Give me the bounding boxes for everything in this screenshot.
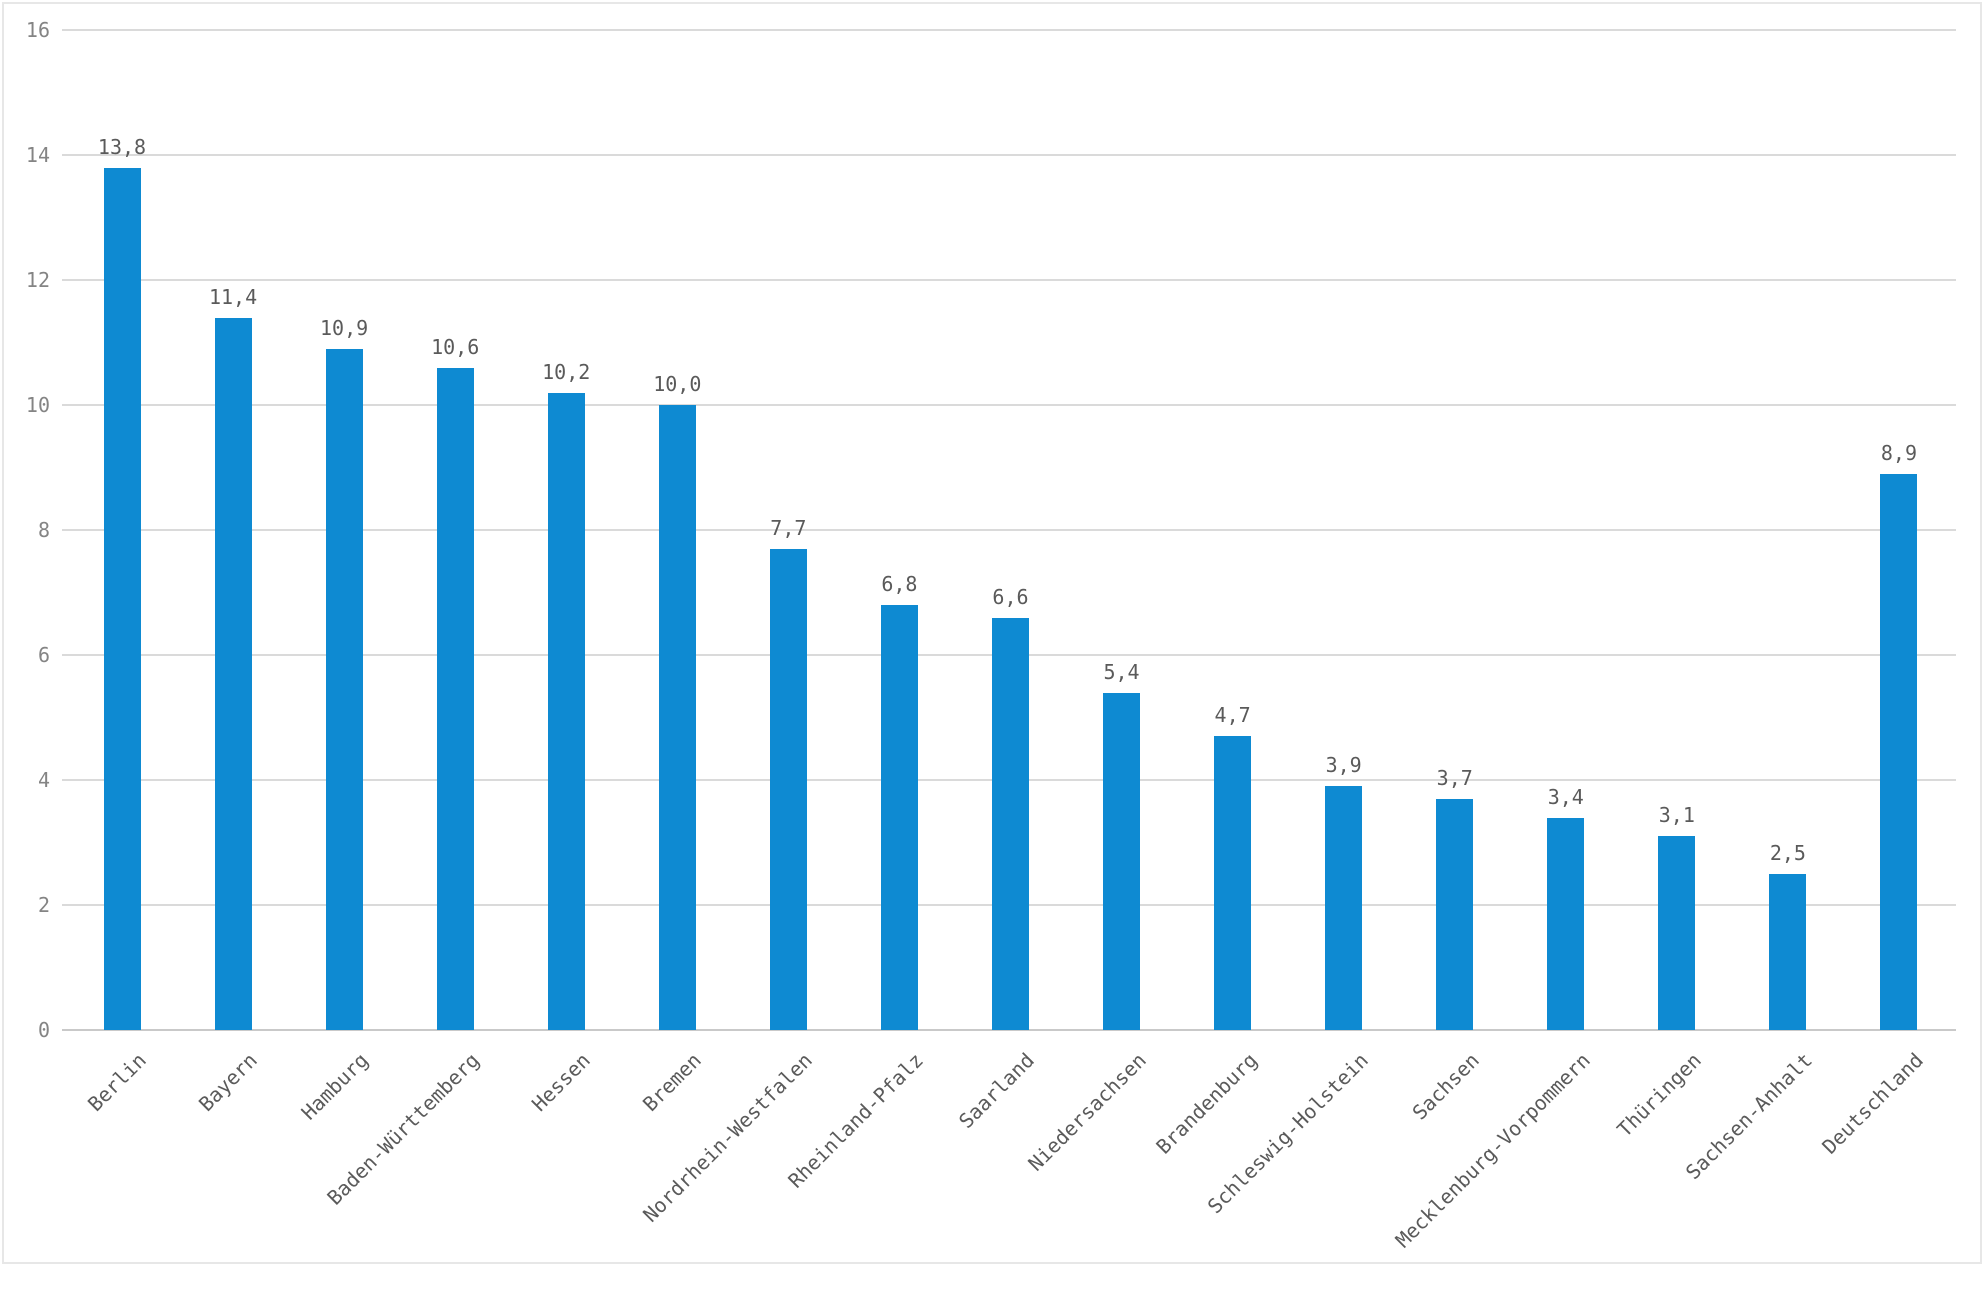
bar	[547, 392, 585, 1030]
bar-value-label: 6,8	[881, 572, 918, 596]
x-axis-category-label: Thüringen	[1612, 1048, 1706, 1142]
x-axis-category-label: Sachsen-Anhalt	[1680, 1048, 1817, 1185]
bar	[1880, 473, 1918, 1030]
bar	[436, 367, 474, 1030]
gridline	[62, 404, 1956, 406]
y-axis-tick-label: 0	[37, 1018, 50, 1042]
gridline	[62, 29, 1956, 31]
bar-value-label: 8,9	[1880, 440, 1918, 465]
bar-value-label: 10,0	[653, 372, 702, 396]
x-axis-category-label: Niedersachsen	[1022, 1048, 1151, 1176]
bar-value-label: 3,9	[1325, 753, 1362, 778]
bar	[1658, 836, 1696, 1030]
bar	[1325, 786, 1363, 1030]
x-axis-category-label: Deutschland	[1817, 1048, 1928, 1159]
bar	[1547, 817, 1585, 1030]
y-axis-tick-label: 6	[37, 643, 50, 667]
bar	[658, 405, 696, 1030]
bar-value-label: 10,2	[542, 359, 591, 384]
x-axis-category-label: Nordrhein-Westfalen	[638, 1048, 818, 1227]
y-axis-tick-label: 2	[37, 893, 50, 917]
bar	[991, 617, 1029, 1030]
bar-value-label: 2,5	[1769, 840, 1806, 865]
bar	[103, 167, 141, 1030]
bar-value-label: 11,4	[208, 284, 258, 309]
x-axis-category-label: Hessen	[527, 1048, 596, 1117]
bar	[1769, 873, 1807, 1030]
x-axis-category-label: Saarland	[954, 1048, 1040, 1134]
gridline	[62, 529, 1956, 531]
bar-value-label: 3,1	[1658, 803, 1695, 828]
bar	[880, 605, 918, 1030]
x-axis-category-label: Rheinland-Pfalz	[783, 1048, 929, 1193]
bar-value-label: 10,9	[320, 315, 369, 340]
bar	[325, 348, 363, 1030]
bar	[1436, 798, 1474, 1030]
x-axis-category-label: Baden-Württemberg	[322, 1048, 485, 1210]
x-axis-category-label: Brandenburg	[1150, 1048, 1262, 1159]
bar	[769, 548, 807, 1030]
x-axis-category-label: Bayern	[193, 1048, 263, 1117]
chart-frame: 0 2 4 6 8 10 12 14 16 13,8 Berlin 11,4 Bayern 10,9 Ham…	[2, 2, 1982, 1264]
bar-value-label: 4,7	[1214, 703, 1251, 728]
y-axis-tick-label: 14	[25, 143, 50, 167]
bar	[214, 317, 252, 1030]
x-axis-category-label: Bremen	[638, 1048, 707, 1117]
gridline	[62, 279, 1956, 281]
y-axis-tick-label: 4	[37, 768, 50, 792]
bar-value-label: 13,8	[97, 134, 147, 159]
bar-value-label: 7,7	[770, 515, 807, 540]
bar-value-label: 10,6	[431, 334, 480, 359]
x-axis-line	[62, 1029, 1956, 1031]
bar-value-label: 6,6	[992, 584, 1029, 609]
y-axis-tick-label: 12	[25, 268, 50, 292]
bar-value-label: 3,7	[1436, 765, 1473, 790]
x-axis-category-label: Hamburg	[296, 1048, 374, 1125]
x-axis-category-label: Schleswig-Holstein	[1202, 1048, 1373, 1219]
bar	[1103, 692, 1141, 1030]
gridline	[62, 154, 1956, 156]
y-axis-tick-label: 10	[25, 393, 50, 417]
bar-chart-plot-area: 0 2 4 6 8 10 12 14 16 13,8 Berlin 11,4 Bayern 10,9 Ham…	[4, 4, 1980, 1262]
y-axis-tick-label: 16	[25, 18, 50, 42]
y-axis-tick-label: 8	[37, 518, 50, 542]
x-axis-category-label: Mecklenburg-Vorpommern	[1390, 1048, 1595, 1253]
x-axis-category-label: Sachsen	[1407, 1048, 1484, 1125]
bar-value-label: 3,4	[1547, 784, 1584, 809]
bar-value-label: 5,4	[1103, 659, 1140, 684]
bar	[1214, 736, 1252, 1030]
